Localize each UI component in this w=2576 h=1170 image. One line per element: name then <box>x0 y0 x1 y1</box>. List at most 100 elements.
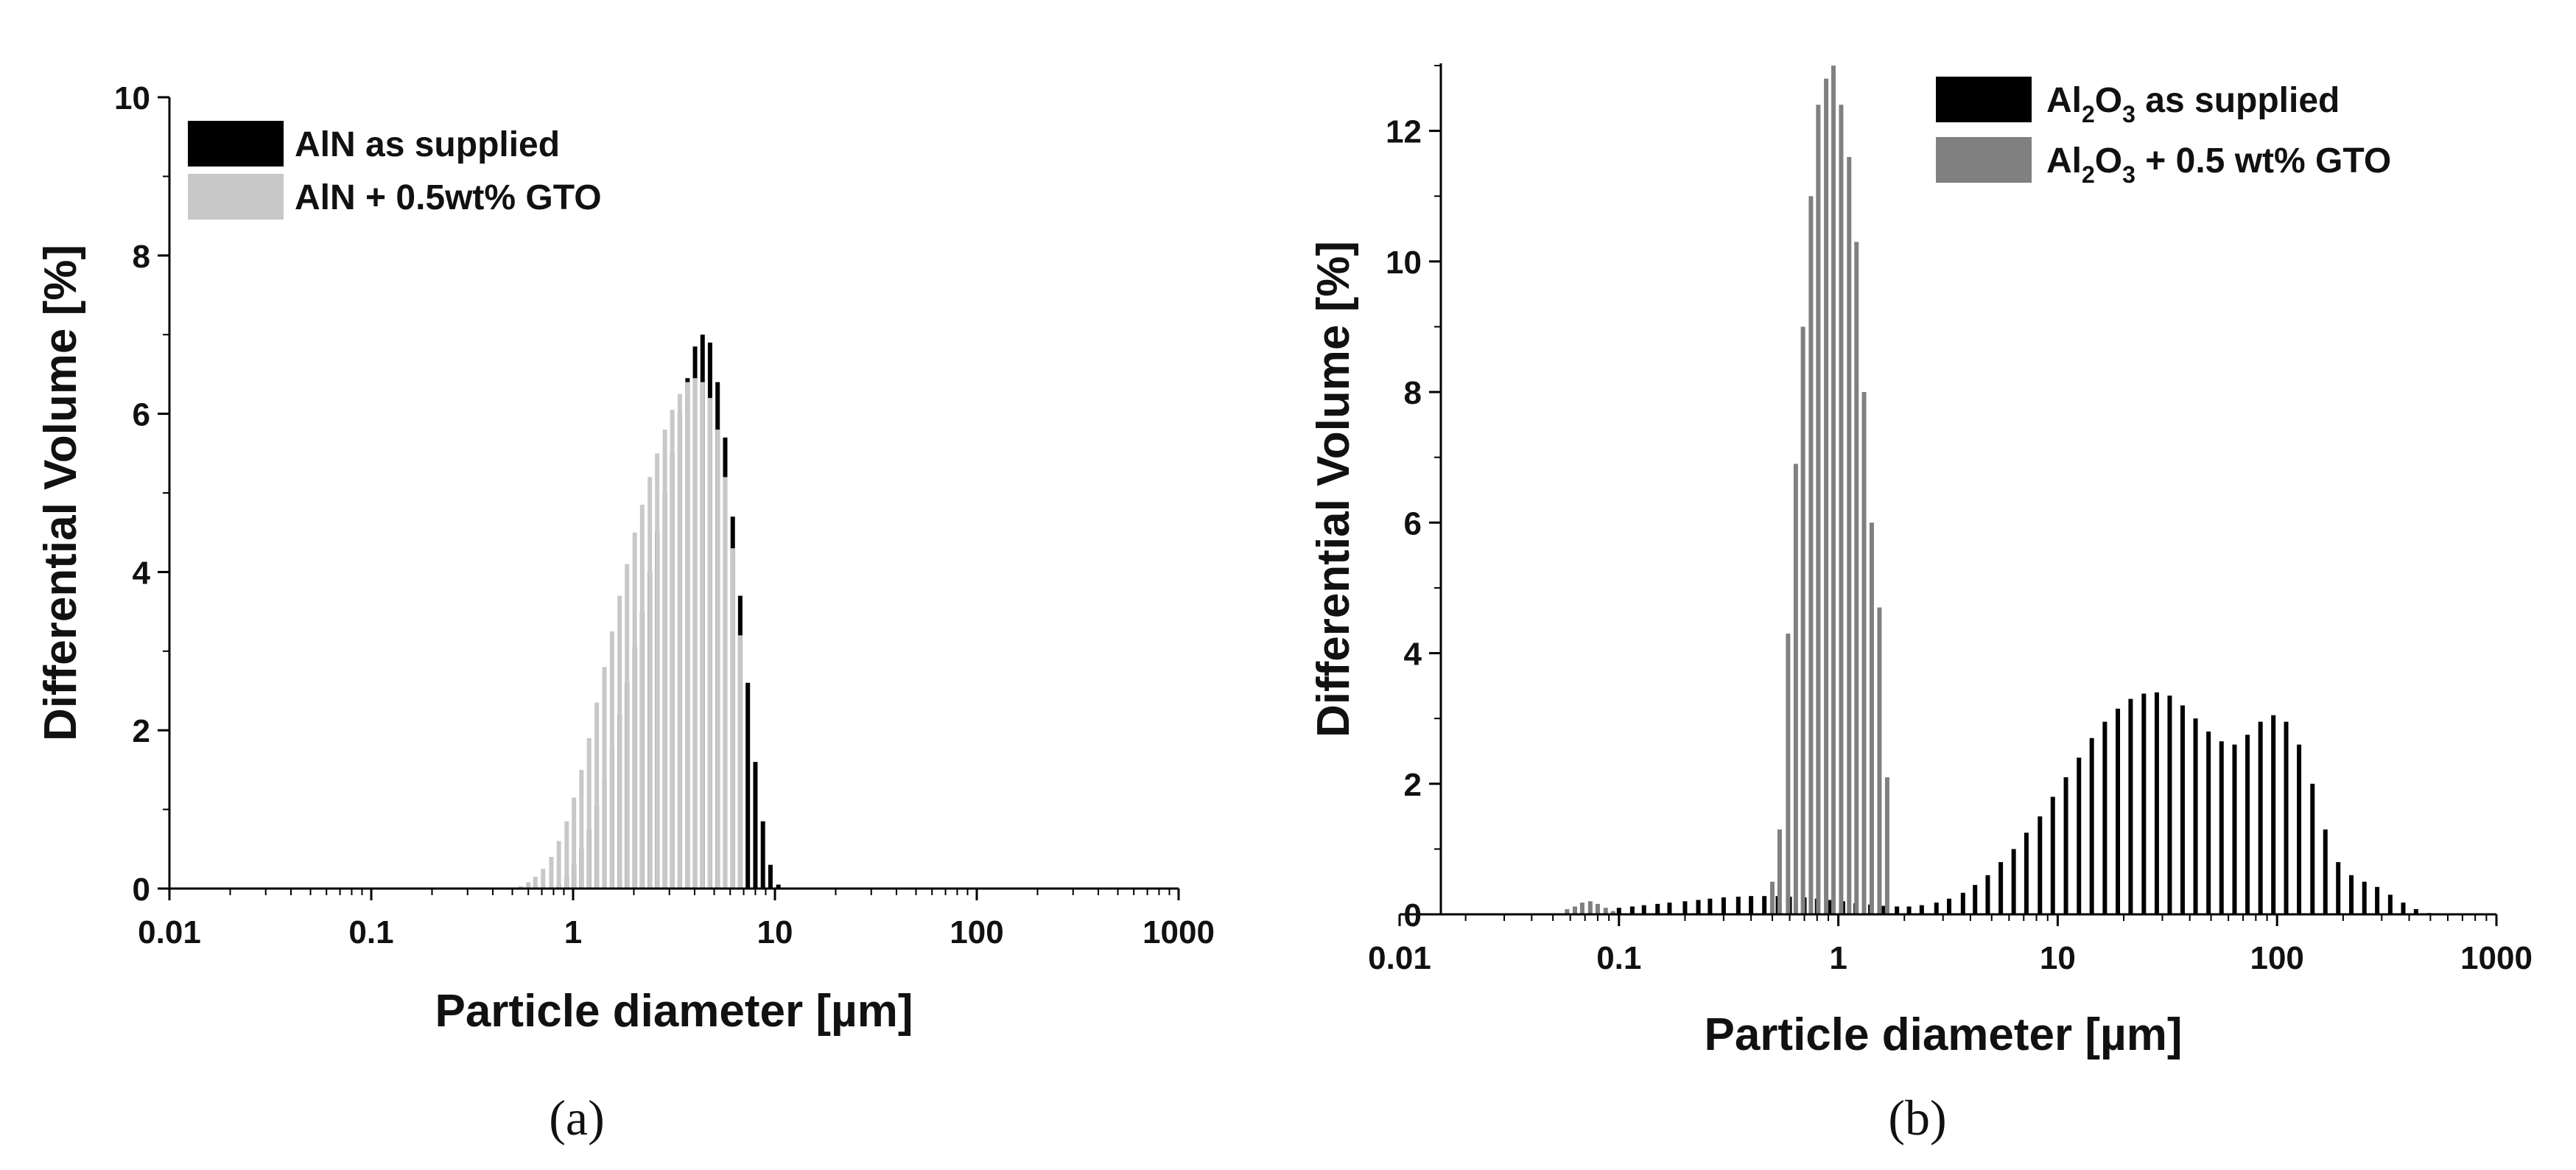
panel-b-bar-series1 <box>1985 875 1990 914</box>
panel-b-bar-series2 <box>1839 105 1844 914</box>
panel-b-bar-series2 <box>1884 777 1889 914</box>
panel-a-bar-series2 <box>677 393 682 889</box>
panel-b-bar-series1 <box>2141 693 2147 914</box>
panel-a-legend-swatch-1 <box>188 121 284 167</box>
panel-a-bar-series2 <box>685 382 690 889</box>
panel-b-bar-series1 <box>2323 829 2328 914</box>
panel-b-bar-series1 <box>1629 906 1635 914</box>
panel-b-y-tick-label: 0 <box>1404 897 1422 933</box>
panel-b-bar-series1 <box>1973 885 1978 914</box>
panel-b-bar-series1 <box>2193 718 2198 914</box>
panel-b-bar-series1 <box>2401 903 2406 914</box>
panel-a-bar-series2 <box>564 821 569 889</box>
panel-a-x-tick-label: 10 <box>757 914 793 950</box>
panel-b-bar-series1 <box>2219 741 2224 914</box>
panel-b-bar-series2 <box>1587 901 1593 914</box>
panel-b-x-tick-label: 1 <box>1829 940 1847 976</box>
panel-b-bar-series1 <box>2050 796 2055 914</box>
panel-a-bar-series2 <box>707 398 712 889</box>
panel-b-y-tick-label: 10 <box>1386 245 1422 281</box>
panel-b-bar-series2 <box>1816 105 1821 914</box>
panel-b-bar-series1 <box>2128 698 2133 914</box>
panel-a-bar-series1 <box>753 762 758 889</box>
panel-b-bar-series1 <box>1708 898 1713 914</box>
panel-a-bar-series2 <box>579 769 584 889</box>
panel-a-bar-series2 <box>594 702 600 889</box>
panel-a-bar-series2 <box>533 876 538 889</box>
panel-b-legend-label-2: Al2O3 + 0.5 wt% GTO <box>2046 141 2391 188</box>
panel-b-bar-series1 <box>1998 862 2004 914</box>
panel-b-bar-series2 <box>1808 196 1814 915</box>
panel-a-x-tick-label: 1 <box>564 914 582 950</box>
panel-a-bar-series1 <box>768 864 773 889</box>
panel-b-bar-series2 <box>1786 633 1791 914</box>
panel-b-bar-series2 <box>1573 906 1578 914</box>
panel-b-bar-series1 <box>2154 692 2159 914</box>
panel-b-bar-series1 <box>2063 777 2068 914</box>
panel-b-bar-series1 <box>2387 894 2393 914</box>
panel-a-bar-series1 <box>776 884 781 889</box>
panel-a-bar-series2 <box>625 564 630 889</box>
panel-a-bar-series2 <box>586 738 592 889</box>
panel-a-y-axis-title: Differential Volume [%] <box>35 245 86 741</box>
panel-a-y-tick-label: 2 <box>133 713 150 749</box>
panel-b-bar-series1 <box>1736 897 1741 914</box>
panel-b-bar-series1 <box>2271 715 2276 914</box>
panel-a-y-tick-label: 10 <box>114 80 150 116</box>
panel-b-bar-series1 <box>1895 906 1900 914</box>
panel-a-bar-series2 <box>518 886 523 889</box>
chart-panel-b: 0.01 0.1 1 10 100 1000 0 2 4 6 8 10 12 Al2O3 as supp… <box>1308 63 2533 1146</box>
panel-b-bar-series2 <box>1831 66 1836 914</box>
panel-b-bar-series1 <box>1696 900 1701 914</box>
panel-b-bar-series1 <box>1721 897 1726 914</box>
panel-a-bar-series2 <box>670 410 675 889</box>
panel-b-bar-series1 <box>1682 901 1688 914</box>
panel-a-bars <box>518 334 781 889</box>
panel-a-x-tick-label: 100 <box>950 914 1003 950</box>
panel-b-bar-series1 <box>2413 908 2418 914</box>
panel-b-bar-series1 <box>1919 905 1924 914</box>
panel-b-x-axis-title: Particle diameter [µm] <box>1704 1009 2182 1060</box>
panel-b-bar-series1 <box>2375 886 2380 914</box>
panel-a-bar-series2 <box>632 532 637 889</box>
panel-b-bar-series1 <box>2038 816 2043 914</box>
panel-b-bar-series2 <box>1579 903 1584 914</box>
panel-b-bar-series1 <box>1749 896 1754 914</box>
panel-b-bar-series1 <box>2336 862 2341 914</box>
panel-a-x-tick-label: 0.01 <box>138 914 201 950</box>
panel-a-bar-series2 <box>647 477 653 889</box>
panel-a-bar-series2 <box>602 667 607 889</box>
panel-b-bar-series1 <box>2362 881 2367 914</box>
panel-b-bar-series1 <box>2297 744 2302 914</box>
panel-b-bar-series1 <box>2245 735 2250 914</box>
panel-b-x-tick-label: 10 <box>2040 940 2076 976</box>
panel-b-bar-series1 <box>1641 905 1646 914</box>
panel-a-bar-series1 <box>745 682 751 889</box>
panel-b-bar-series1 <box>1616 908 1621 914</box>
panel-a-bar-series2 <box>662 430 667 889</box>
panel-b-x-tick-label: 0.01 <box>1368 940 1431 976</box>
panel-b-bar-series2 <box>1565 908 1570 914</box>
panel-b-legend-swatch-1 <box>1936 77 2032 122</box>
panel-b-bar-series2 <box>1877 607 1882 914</box>
panel-b-bar-series2 <box>1861 392 1867 914</box>
panel-a-bar-series2 <box>549 857 554 889</box>
panel-b-y-tick-label: 12 <box>1386 114 1422 150</box>
panel-b-bar-series2 <box>1603 908 1608 914</box>
panel-a-bar-series2 <box>692 378 698 889</box>
panel-b-bar-series1 <box>2102 721 2108 914</box>
panel-b-x-tick-label: 100 <box>2250 940 2303 976</box>
panel-b-bar-series2 <box>1610 911 1615 914</box>
panel-b-caption: (b) <box>1888 1090 1946 1146</box>
panel-a-bar-series2 <box>737 635 743 889</box>
panel-b-bar-series2 <box>1793 463 1798 914</box>
panel-b-legend-label-1: Al2O3 as supplied <box>2046 81 2340 127</box>
panel-b-y-tick-label: 2 <box>1404 767 1422 803</box>
panel-b-bar-series1 <box>2284 721 2289 914</box>
panel-a-legend-label-2: AlN + 0.5wt% GTO <box>295 178 602 217</box>
panel-b-bar-series1 <box>2167 696 2172 914</box>
panel-b-bar-series1 <box>1934 903 1939 914</box>
panel-b-bar-series1 <box>2116 708 2121 914</box>
panel-b-bar-series1 <box>1906 906 1912 914</box>
panel-a-bar-series2 <box>655 453 660 889</box>
